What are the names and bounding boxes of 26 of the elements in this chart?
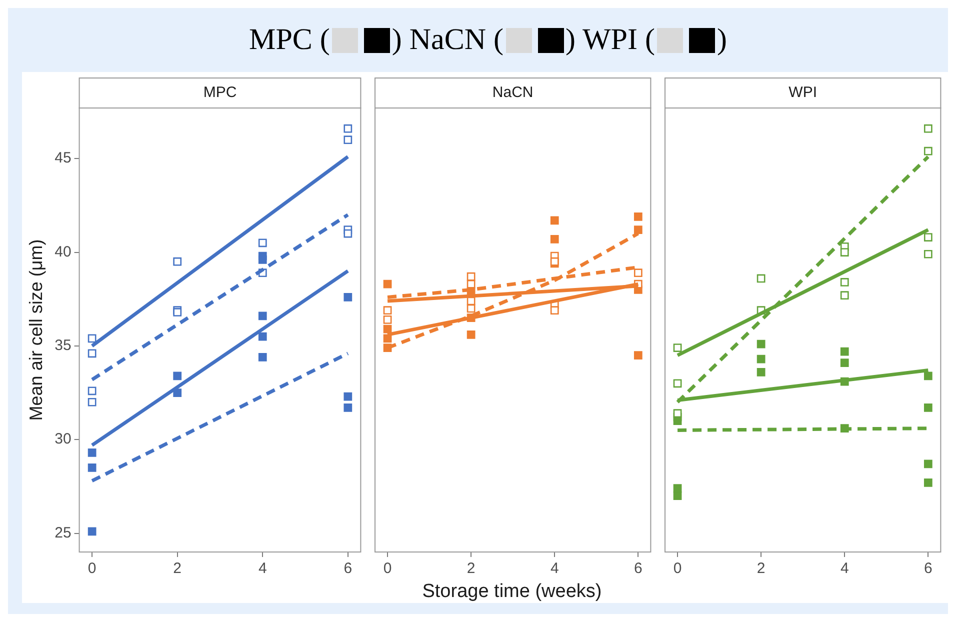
x-tick-label: 0 xyxy=(383,560,392,578)
text: MPC ( xyxy=(249,23,330,57)
x-tick-label: 6 xyxy=(344,560,352,578)
chart-title: NaCN xyxy=(492,84,534,102)
y-tick-label: 40 xyxy=(54,243,72,260)
x-tick-label: 0 xyxy=(88,560,96,578)
x-axis-title: Storage time (weeks) xyxy=(421,581,603,603)
y-tick-label: 30 xyxy=(54,430,72,448)
x-tick-label: 4 xyxy=(840,560,849,578)
x-tick-label: 4 xyxy=(258,560,267,578)
x-tick-label: 4 xyxy=(550,560,559,578)
x-tick-label: 2 xyxy=(173,560,182,578)
chart-title: MPC xyxy=(203,84,237,102)
text: ) xyxy=(716,23,727,57)
y-axis-title: Mean air cell size (μm) xyxy=(26,239,46,421)
x-tick-label: 6 xyxy=(924,560,932,578)
y-tick-label: 35 xyxy=(54,337,72,354)
x-tick-label: 2 xyxy=(756,560,766,578)
x-tick-label: 0 xyxy=(673,560,682,578)
y-tick-label: 25 xyxy=(54,524,72,542)
chart-title: WPI xyxy=(788,84,818,102)
y-tick-label: 45 xyxy=(54,150,72,167)
x-tick-label: 2 xyxy=(466,560,476,578)
x-tick-label: 6 xyxy=(634,560,642,578)
text: ) NaCN ( xyxy=(392,23,504,57)
text: ) WPI ( xyxy=(566,23,655,57)
